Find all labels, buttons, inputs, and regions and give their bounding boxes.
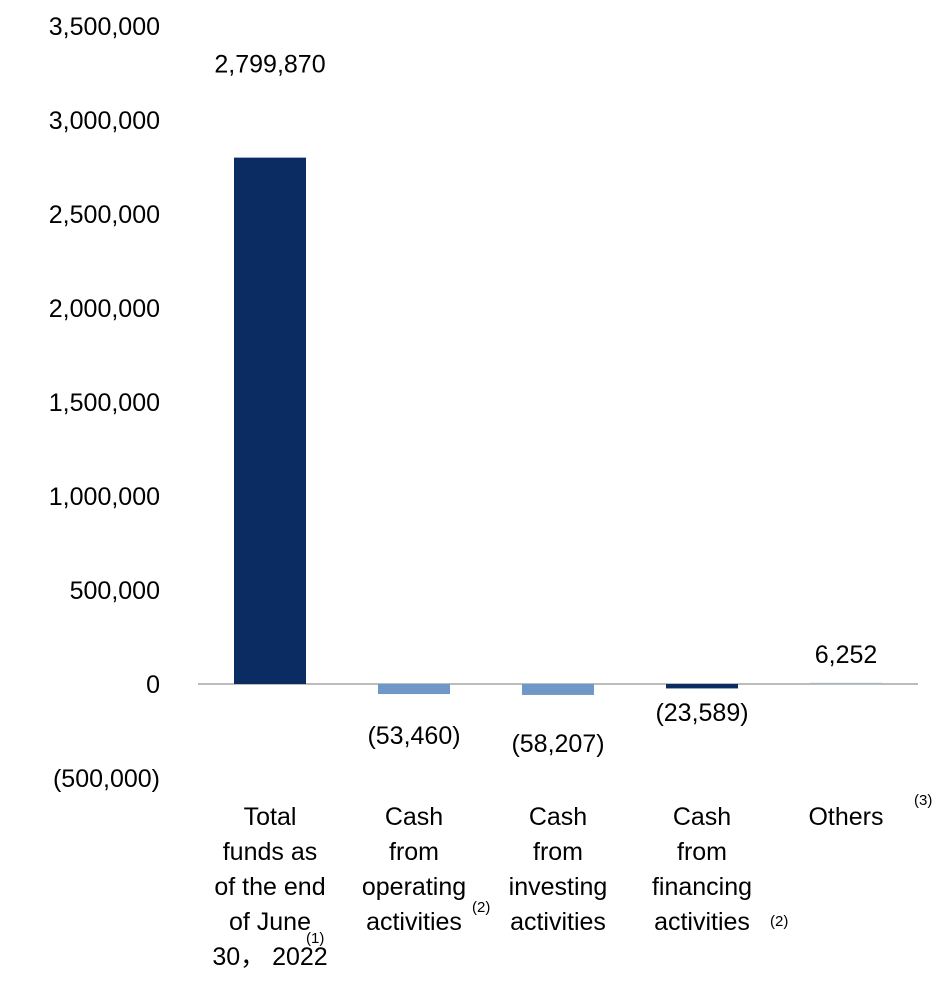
x-category-line: Total xyxy=(243,803,297,831)
footnote-marker: (2) xyxy=(472,899,491,916)
x-category-line: of the end xyxy=(214,873,326,901)
x-category-line: activities xyxy=(510,908,606,936)
bar xyxy=(234,157,306,684)
bar xyxy=(666,684,738,689)
x-category-line: Cash xyxy=(672,803,732,831)
x-category-line: activities xyxy=(654,908,750,936)
y-tick-label: 2,000,000 xyxy=(49,295,160,323)
y-tick-label: 3,500,000 xyxy=(49,13,160,41)
x-category-label: Cash from investing activities xyxy=(483,800,633,940)
x-category-label: Cash from financing activities xyxy=(627,800,777,940)
x-category-line: operating xyxy=(361,873,467,901)
bar xyxy=(378,684,450,695)
y-tick-label: 1,000,000 xyxy=(49,483,160,511)
x-category-label: Cash from operating activities xyxy=(339,800,489,940)
bar xyxy=(522,684,594,695)
x-category-label: Others xyxy=(771,800,921,835)
x-category-line: investing xyxy=(508,873,608,901)
y-tick-label: 3,000,000 xyxy=(49,107,160,135)
footnote-marker: (2) xyxy=(770,913,789,930)
x-category-line: financing xyxy=(651,873,753,901)
bar-value-label: (53,460) xyxy=(367,722,460,750)
bar-value-label: 2,799,870 xyxy=(214,51,325,79)
x-category-line: activities xyxy=(366,908,462,936)
footnote-marker: (3) xyxy=(914,792,933,809)
bar-value-label: (58,207) xyxy=(511,730,604,758)
x-category-line: funds as xyxy=(222,838,318,866)
bar xyxy=(810,682,882,685)
x-category-line: 30， 2022 xyxy=(212,943,328,971)
y-tick-label: (500,000) xyxy=(53,765,160,793)
x-category-line: from xyxy=(533,838,583,866)
x-category-line: Cash xyxy=(528,803,588,831)
y-tick-label: 0 xyxy=(146,671,160,699)
y-tick-label: 2,500,000 xyxy=(49,201,160,229)
x-category-label: Total funds as of the end of June 30， 2022 xyxy=(195,800,345,975)
x-category-line: of June xyxy=(228,908,311,936)
x-category-line: from xyxy=(677,838,727,866)
footnote-marker: (1) xyxy=(306,930,325,947)
x-category-line: Cash xyxy=(384,803,444,831)
x-category-line: from xyxy=(389,838,439,866)
bar-value-label: 6,252 xyxy=(815,641,878,669)
y-tick-label: 500,000 xyxy=(70,577,160,605)
x-category-line: Others xyxy=(808,803,884,831)
bar-value-label: (23,589) xyxy=(655,699,748,727)
y-tick-label: 1,500,000 xyxy=(49,389,160,417)
